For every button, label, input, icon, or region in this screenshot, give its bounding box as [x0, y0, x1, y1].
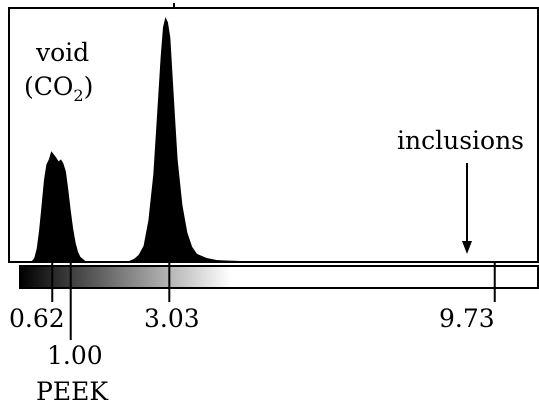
co2-label: (CO2) [24, 72, 94, 104]
colorbar [19, 265, 539, 289]
peek-label: PEEK [36, 377, 108, 406]
histogram-area [22, 17, 533, 261]
tick-label-3-03: 3.03 [144, 304, 200, 333]
tick-label-1-00: 1.00 [47, 341, 103, 370]
inclusions-label: inclusions [397, 126, 525, 155]
co2-label-suffix: ) [83, 72, 94, 101]
co2-label-subscript: 2 [73, 86, 84, 105]
colorbar-ticks [51, 262, 496, 340]
co2-label-prefix: (CO [24, 72, 74, 101]
plot-frame [8, 7, 539, 263]
tick-label-9-73: 9.73 [439, 304, 495, 333]
inclusions-arrow-head [462, 241, 472, 254]
void-label: void [36, 38, 90, 67]
tick-label-0-62: 0.62 [9, 304, 65, 333]
